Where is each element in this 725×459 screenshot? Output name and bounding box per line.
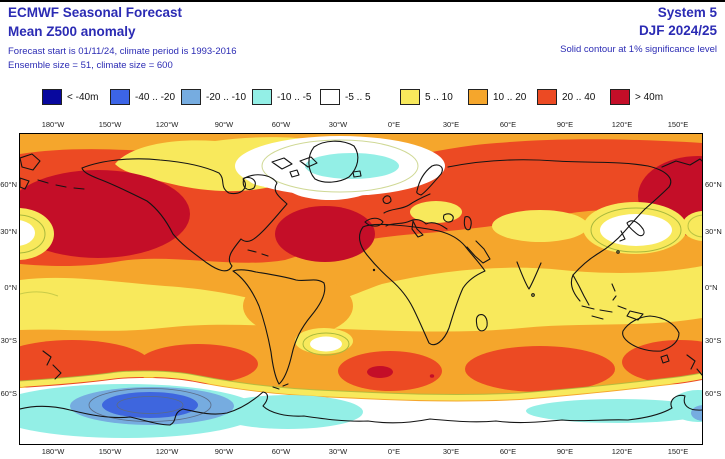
lon-tick-label: 90°E <box>556 447 574 456</box>
legend-label: -10 .. -5 <box>277 91 312 103</box>
legend-item: 10 .. 20 <box>468 88 526 106</box>
legend-item: 20 .. 40 <box>537 88 595 106</box>
argentina-neutral-spot <box>310 336 342 352</box>
lat-tick-label: 0°N <box>705 283 718 292</box>
page-subtitle: Mean Z500 anomaly <box>8 24 136 39</box>
forecast-start-line: Forecast start is 01/11/24, climate peri… <box>8 46 237 57</box>
lon-tick-label: 180°W <box>41 447 65 456</box>
ensemble-size-line: Ensemble size = 51, climate size = 600 <box>8 60 173 71</box>
lon-tick-label: 150°E <box>667 120 689 129</box>
legend-swatch <box>537 89 557 105</box>
lon-tick-label: 30°E <box>442 120 460 129</box>
legend-item: -10 .. -5 <box>252 88 311 106</box>
lon-tick-label: 90°W <box>214 447 234 456</box>
legend-swatch <box>252 89 272 105</box>
legend-item: > 40m <box>610 88 663 106</box>
legend-label: -20 .. -10 <box>206 91 247 103</box>
lon-tick-label: 30°W <box>328 447 348 456</box>
lat-tick-label: 30°N <box>705 227 722 236</box>
legend-label: 10 .. 20 <box>493 91 527 103</box>
lon-tick-label: 120°W <box>155 447 179 456</box>
legend-swatch <box>320 89 340 105</box>
lat-tick-label: 30°S <box>0 336 17 345</box>
lon-tick-label: 150°W <box>98 120 122 129</box>
lat-tick-label: 60°N <box>705 180 722 189</box>
legend-swatch <box>42 89 62 105</box>
lon-tick-label: 60°W <box>271 120 291 129</box>
significance-note: Solid contour at 1% significance level <box>560 44 717 55</box>
lon-tick-label: 90°W <box>214 120 234 129</box>
lat-tick-label: 0°N <box>4 283 17 292</box>
north-atlantic-positive-core <box>275 206 375 262</box>
lat-tick-label: 30°S <box>705 336 722 345</box>
lon-tick-label: 60°W <box>271 447 291 456</box>
legend-item: < -40m <box>42 88 98 106</box>
lon-tick-label: 0°E <box>387 447 401 456</box>
legend-swatch <box>110 89 130 105</box>
legend-swatch <box>468 89 488 105</box>
legend-label: -40 .. -20 <box>135 91 176 103</box>
lon-tick-label: 60°E <box>499 120 517 129</box>
lat-tick-label: 60°N <box>0 180 17 189</box>
lon-tick-label: 150°E <box>667 447 689 456</box>
lon-tick-label: 120°W <box>155 120 179 129</box>
lon-tick-label: 120°E <box>611 447 633 456</box>
legend-item: -20 .. -10 <box>181 88 246 106</box>
z500-anomaly-map <box>19 133 703 445</box>
legend-swatch <box>181 89 201 105</box>
lon-tick-label: 180°W <box>41 120 65 129</box>
legend-item: 5 .. 10 <box>400 88 453 106</box>
lon-tick-label: 90°E <box>556 120 574 129</box>
lat-tick-label: 60°S <box>0 389 17 398</box>
legend-item: -40 .. -20 <box>110 88 175 106</box>
legend-label: > 40m <box>635 91 664 103</box>
anomaly-contour-plot <box>20 134 702 444</box>
legend-label: 20 .. 40 <box>562 91 596 103</box>
system-label: System 5 <box>657 5 717 20</box>
legend-label: < -40m <box>67 91 99 103</box>
legend-swatch <box>400 89 420 105</box>
north-pacific-positive-core <box>20 170 190 258</box>
southern-ocean-negative-core <box>102 392 198 418</box>
window-top-edge <box>0 0 725 2</box>
lon-tick-label: 30°E <box>442 447 460 456</box>
legend-item: -5 .. 5 <box>320 88 371 106</box>
lon-tick-label: 0°E <box>387 120 401 129</box>
lon-tick-label: 150°W <box>98 447 122 456</box>
lon-tick-label: 30°W <box>328 120 348 129</box>
legend-swatch <box>610 89 630 105</box>
legend-label: -5 .. 5 <box>345 91 371 103</box>
greenland-negative-anomaly <box>305 153 399 179</box>
coastlines <box>20 140 702 426</box>
lon-tick-label: 60°E <box>499 447 517 456</box>
lat-tick-label: 30°N <box>0 227 17 236</box>
lon-tick-label: 120°E <box>611 120 633 129</box>
legend-label: 5 .. 10 <box>425 91 453 103</box>
lat-tick-label: 60°S <box>705 389 722 398</box>
page-title: ECMWF Seasonal Forecast <box>8 5 183 20</box>
season-label: DJF 2024/25 <box>638 23 717 38</box>
